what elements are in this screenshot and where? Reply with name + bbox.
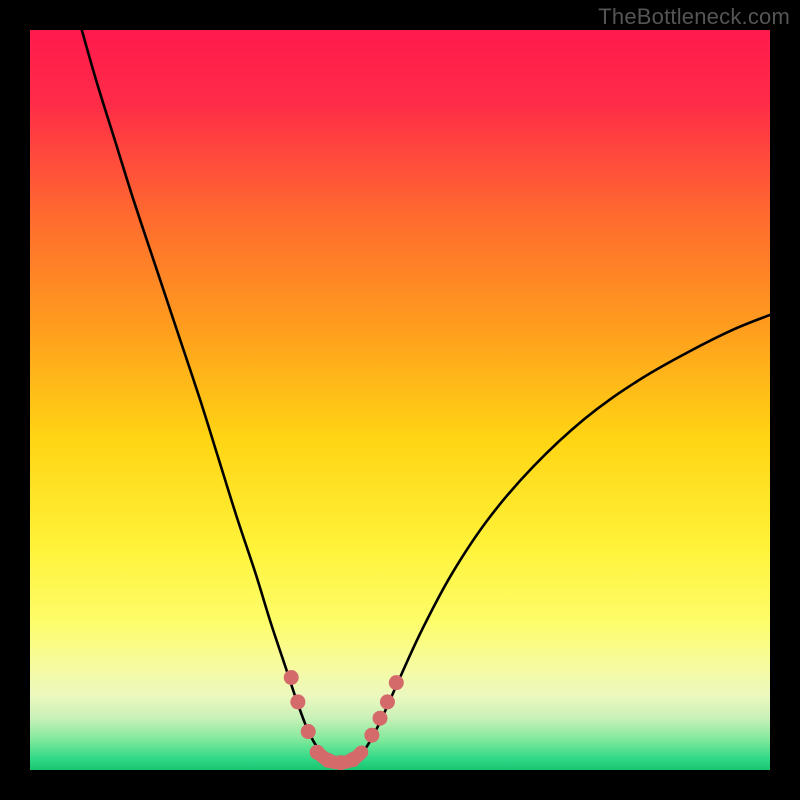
- bottleneck-chart: [30, 30, 770, 770]
- chart-container: TheBottleneck.com: [0, 0, 800, 800]
- valley-marker-7: [364, 728, 379, 743]
- chart-background: [30, 30, 770, 770]
- valley-marker-2: [301, 724, 316, 739]
- valley-marker-9: [380, 694, 395, 709]
- valley-marker-10: [389, 675, 404, 690]
- valley-marker-8: [373, 711, 388, 726]
- valley-marker-4: [321, 753, 336, 768]
- valley-marker-6: [345, 752, 360, 767]
- watermark-text: TheBottleneck.com: [598, 4, 790, 30]
- valley-marker-0: [284, 670, 299, 685]
- valley-marker-1: [290, 694, 305, 709]
